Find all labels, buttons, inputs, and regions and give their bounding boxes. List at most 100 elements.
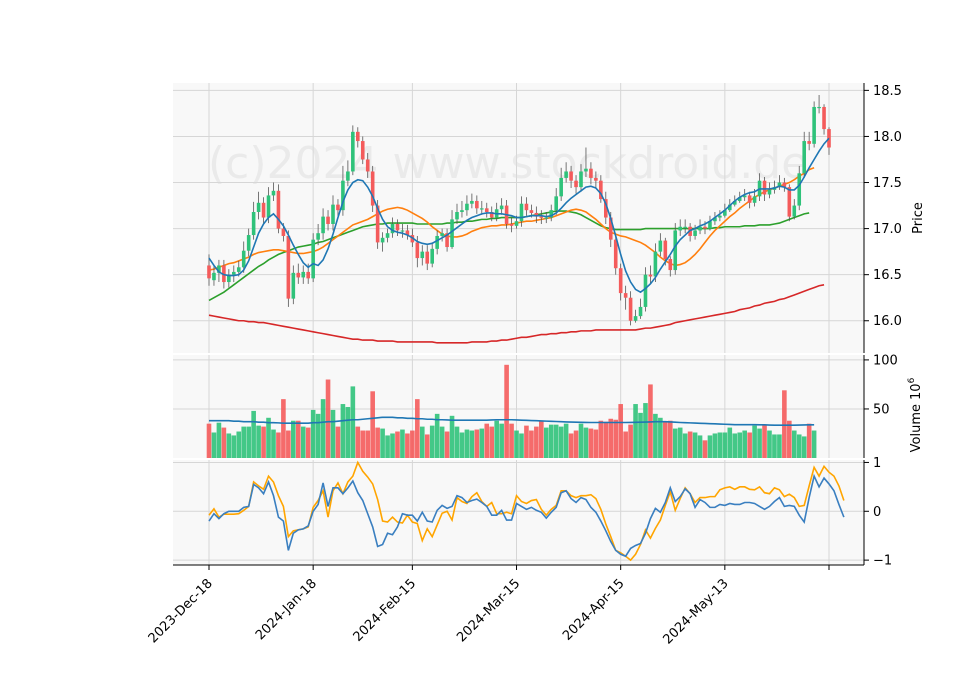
candle-body bbox=[470, 200, 474, 204]
volume-bar bbox=[663, 421, 668, 458]
candle bbox=[534, 206, 539, 224]
moving-average-green bbox=[208, 210, 810, 302]
candle-body bbox=[346, 171, 350, 181]
candle-body bbox=[321, 216, 325, 234]
candle bbox=[718, 210, 722, 222]
candle bbox=[450, 210, 454, 249]
candle bbox=[326, 210, 330, 231]
candle bbox=[489, 206, 494, 222]
oscillator-orange-line bbox=[208, 460, 845, 562]
candle bbox=[559, 167, 563, 201]
candle-body bbox=[296, 272, 301, 278]
oscillator-blue-line bbox=[208, 473, 845, 558]
volume-bar bbox=[385, 435, 390, 458]
candle-body bbox=[311, 239, 315, 279]
candle-body bbox=[395, 223, 400, 231]
volume-axis-label-exponent: 6 bbox=[907, 377, 917, 383]
candle-body bbox=[782, 182, 787, 188]
osc-tick-label: 0 bbox=[873, 505, 881, 520]
volume-bar bbox=[578, 423, 584, 458]
candle bbox=[351, 125, 355, 176]
candle bbox=[554, 188, 558, 215]
volume-bar bbox=[226, 433, 232, 458]
candle bbox=[747, 191, 752, 209]
volume-bar bbox=[340, 404, 346, 458]
candle-body bbox=[618, 268, 623, 294]
candle bbox=[435, 230, 439, 255]
volume-bar bbox=[806, 423, 812, 458]
candle bbox=[291, 265, 296, 305]
volume-bar bbox=[553, 424, 559, 458]
volume-bar bbox=[747, 432, 752, 458]
volume-bar bbox=[281, 399, 286, 458]
candle-body bbox=[460, 210, 464, 213]
candle-body bbox=[232, 271, 236, 275]
candle-body bbox=[534, 212, 539, 217]
volume-bar bbox=[757, 428, 762, 458]
volume-bar bbox=[613, 419, 619, 458]
volume-bar bbox=[717, 432, 723, 458]
volume-bar bbox=[702, 440, 708, 458]
volume-bar bbox=[677, 427, 683, 458]
volume-bar bbox=[434, 413, 440, 458]
candle bbox=[276, 184, 281, 234]
volume-bars bbox=[206, 364, 817, 458]
volume-bar bbox=[444, 431, 450, 458]
candle-body bbox=[489, 212, 494, 218]
volume-bar bbox=[211, 432, 217, 458]
volume-bar bbox=[439, 426, 445, 458]
candle bbox=[594, 171, 598, 189]
volume-bar bbox=[529, 430, 534, 458]
x-tick-label: 2024-Feb-15 bbox=[351, 576, 420, 645]
ma-blue-line bbox=[208, 137, 830, 294]
candle-body bbox=[708, 221, 712, 229]
volume-bar bbox=[320, 399, 326, 458]
candle-body bbox=[281, 228, 286, 236]
candle-body bbox=[227, 274, 231, 283]
candle bbox=[777, 175, 782, 190]
candle-body bbox=[440, 233, 444, 236]
watermark: (c)2024 www.stockdroid.de bbox=[208, 138, 808, 189]
candle bbox=[623, 285, 628, 310]
candle-body bbox=[613, 239, 618, 269]
candle-body bbox=[584, 168, 588, 172]
volume-bar bbox=[400, 429, 405, 458]
volume-bar bbox=[395, 431, 400, 458]
candle bbox=[321, 208, 325, 240]
volume-bar bbox=[419, 426, 425, 458]
candle bbox=[246, 228, 251, 257]
volume-bar bbox=[360, 430, 366, 458]
candle bbox=[574, 175, 578, 194]
candle bbox=[465, 195, 469, 216]
volume-bar bbox=[732, 433, 738, 458]
candle bbox=[336, 199, 340, 218]
candle-body bbox=[405, 230, 410, 236]
volume-bar bbox=[603, 421, 609, 458]
volume-bar bbox=[787, 420, 792, 458]
candle bbox=[232, 265, 236, 283]
candle-body bbox=[777, 182, 782, 188]
volume-bar bbox=[350, 386, 356, 458]
volume-tick-label: 100 bbox=[873, 353, 898, 368]
volume-bar bbox=[221, 427, 227, 458]
candle-body bbox=[728, 204, 732, 211]
candle-body bbox=[420, 251, 425, 259]
price-tick-label: 17.0 bbox=[873, 222, 902, 237]
candle bbox=[475, 195, 479, 214]
candle-body bbox=[276, 190, 281, 229]
candle bbox=[618, 263, 623, 301]
volume-axis-label-base: 10 bbox=[909, 383, 924, 400]
candle-body bbox=[693, 230, 697, 236]
candle-body bbox=[732, 200, 737, 205]
candle-body bbox=[559, 177, 563, 197]
candle bbox=[767, 182, 772, 199]
candle-body bbox=[326, 216, 330, 224]
candle-body bbox=[316, 233, 320, 240]
candle bbox=[440, 228, 444, 242]
volume-bar bbox=[474, 429, 480, 458]
volume-bar bbox=[355, 426, 361, 458]
candle-body bbox=[380, 237, 385, 243]
volume-bar bbox=[811, 430, 817, 458]
candle bbox=[509, 217, 514, 233]
candle bbox=[430, 242, 434, 268]
